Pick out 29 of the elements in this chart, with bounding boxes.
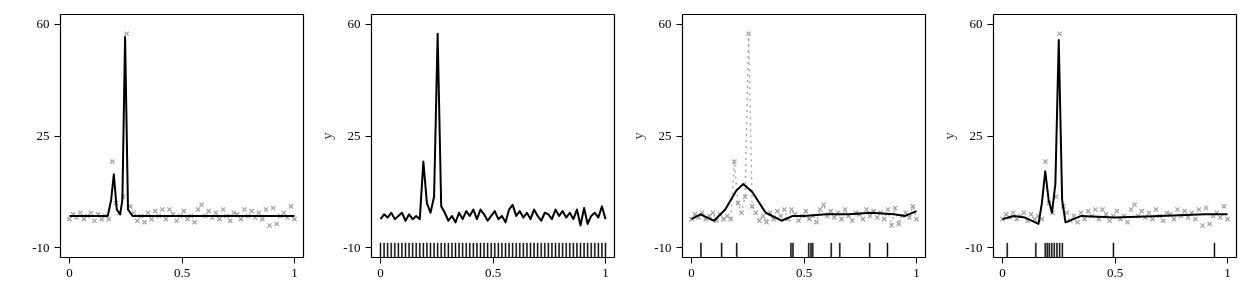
y-tick-label: 25 bbox=[347, 128, 361, 143]
x-tick-label: 0.5 bbox=[173, 264, 191, 280]
x-tick-label: 1 bbox=[913, 264, 920, 280]
x-tick-label: 1 bbox=[1224, 264, 1231, 280]
y-tick-label: 60 bbox=[658, 16, 672, 32]
y-tick-label: 25 bbox=[969, 128, 983, 143]
y-tick-label: 25 bbox=[36, 128, 50, 143]
y-tick-label: -10 bbox=[343, 239, 361, 255]
y-tick-label: 60 bbox=[347, 16, 361, 32]
y-tick-label: 60 bbox=[36, 16, 50, 32]
x-tick-label: 1 bbox=[291, 264, 298, 280]
y-tick-label: 25 bbox=[658, 128, 672, 143]
y-tick-label: 60 bbox=[969, 16, 983, 32]
x-tick-label: 0.5 bbox=[484, 264, 502, 280]
y-axis-title: y bbox=[941, 131, 958, 140]
x-tick-label: 0 bbox=[66, 264, 73, 280]
y-tick-label: -10 bbox=[32, 239, 50, 255]
x-tick-label: 1 bbox=[602, 264, 609, 280]
y-tick-label: -10 bbox=[965, 239, 983, 255]
y-axis-title: y bbox=[630, 131, 647, 140]
x-tick-label: 0 bbox=[377, 264, 384, 280]
y-tick-label: -10 bbox=[654, 239, 672, 255]
y-axis-title: y bbox=[319, 131, 336, 140]
x-tick-label: 0 bbox=[999, 264, 1006, 280]
line-series bbox=[690, 182, 918, 222]
x-tick-label: 0 bbox=[688, 264, 695, 280]
line-series bbox=[379, 32, 607, 227]
x-tick-label: 0.5 bbox=[1106, 264, 1124, 280]
x-tick-label: 0.5 bbox=[795, 264, 813, 280]
